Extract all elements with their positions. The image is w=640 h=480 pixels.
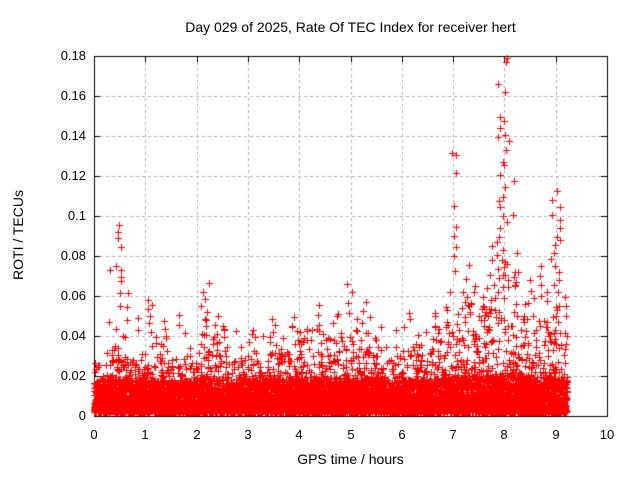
y-tick-label: 0 bbox=[78, 408, 86, 423]
x-tick-label: 10 bbox=[599, 427, 615, 442]
x-tick-label: 3 bbox=[244, 427, 252, 442]
y-tick-label: 0.08 bbox=[60, 248, 86, 263]
x-tick-label: 8 bbox=[500, 427, 508, 442]
x-tick-label: 1 bbox=[141, 427, 149, 442]
x-axis-label: GPS time / hours bbox=[297, 451, 404, 467]
y-tick-label: 0.02 bbox=[60, 368, 86, 383]
x-tick-label: 2 bbox=[193, 427, 201, 442]
y-tick-label: 0.14 bbox=[60, 128, 86, 143]
y-tick-label: 0.18 bbox=[60, 48, 86, 63]
x-tick-label: 7 bbox=[449, 427, 457, 442]
chart-title: Day 029 of 2025, Rate Of TEC Index for r… bbox=[185, 19, 516, 35]
y-tick-label: 0.16 bbox=[60, 88, 86, 103]
y-tick-label: 0.06 bbox=[60, 288, 86, 303]
x-tick-label: 6 bbox=[398, 427, 406, 442]
x-tick-label: 0 bbox=[90, 427, 98, 442]
y-tick-label: 0.12 bbox=[60, 168, 86, 183]
y-tick-label: 0.04 bbox=[60, 328, 86, 343]
x-tick-label: 9 bbox=[552, 427, 560, 442]
y-axis-label: ROTI / TECUs bbox=[10, 190, 26, 280]
y-tick-label: 0.1 bbox=[67, 208, 86, 223]
x-tick-label: 4 bbox=[295, 427, 303, 442]
x-tick-label: 5 bbox=[347, 427, 355, 442]
